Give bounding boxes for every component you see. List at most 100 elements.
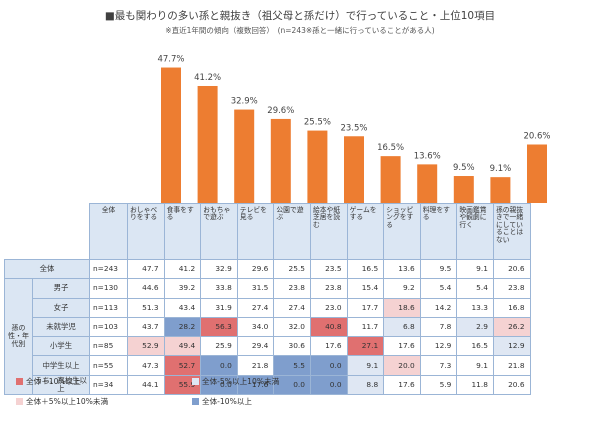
column-header: ゲームをする <box>346 203 385 260</box>
table-cell: 21.8 <box>236 355 275 376</box>
table-cell: 16.8 <box>492 297 531 318</box>
table-corner <box>4 203 90 260</box>
chart-title: ■最も関わりの多い孫と親抜き（祖父母と孫だけ）で行っていること・上位10項目 <box>104 10 496 22</box>
column-header: おもちゃで遊ぶ <box>200 203 238 260</box>
row-label: 小学生 <box>32 336 90 357</box>
table-cell: 5.5 <box>273 355 311 376</box>
table-cell: 12.9 <box>492 336 531 357</box>
legend-label: 全体-10%以上 <box>202 397 252 406</box>
legend-swatch <box>192 378 199 385</box>
chart-subtitle: ※直近1年間の傾向（複数回答） (n=243※孫と一緒に行っていることがある人) <box>165 26 435 35</box>
table-cell: 16.5 <box>456 336 494 357</box>
bar <box>234 109 255 203</box>
table-cell: 40.8 <box>309 316 348 338</box>
table-row: うち、高校生以上 n=34 44.1 55.9 0.0 17.6 0.0 0.0 8.8 17.6… <box>5 374 531 396</box>
bar <box>344 136 364 203</box>
legend-swatch <box>16 378 23 385</box>
sample-size: n=103 <box>89 316 128 338</box>
table-cell: 34.0 <box>236 316 275 338</box>
table-row: 中学生以上 n=55 47.3 52.7 0.0 21.8 5.5 0.0 9.1 20.0 7.3… <box>5 355 531 376</box>
table-cell: 31.5 <box>236 278 275 299</box>
table-cell: 23.8 <box>273 278 311 299</box>
bar-value-label: 20.6% <box>523 131 550 141</box>
column-header: 孫の親抜きで一緒にしていることはない <box>492 203 531 260</box>
bar-value-label: 41.2% <box>194 73 221 83</box>
bar <box>270 118 291 203</box>
table-cell: 14.2 <box>419 297 458 318</box>
bar-value-label: 9.1% <box>490 164 512 174</box>
table-cell: 5.4 <box>456 278 494 299</box>
legend-swatch <box>192 398 199 405</box>
table-cell: 17.6 <box>309 336 348 357</box>
table-cell: 13.3 <box>456 297 494 318</box>
table-cell: 15.4 <box>346 278 385 299</box>
bar-chart: 47.7% 41.2% 32.9% 29.6% 25.5% 23.5% 16.5% 13.6%… <box>157 55 551 203</box>
bar-value-label: 16.5% <box>377 143 404 153</box>
table-cell: 17.6 <box>236 374 275 396</box>
table-row: 全体 n=243 47.7 41.2 32.9 29.6 25.5 23.5 16.5 13.6 9… <box>4 258 531 280</box>
table-cell: 16.5 <box>346 258 385 280</box>
row-label: 全体 <box>4 258 90 280</box>
table-cell: 32.9 <box>200 258 238 280</box>
table-cell: 0.0 <box>309 374 348 396</box>
column-header: テレビを見る <box>236 203 275 260</box>
table-cell: 7.3 <box>419 355 458 376</box>
column-header: ショッピングをする <box>383 203 421 260</box>
bar <box>161 67 181 203</box>
table-cell: 9.5 <box>419 258 458 280</box>
table-cell: 11.8 <box>456 374 494 396</box>
table-cell: 52.9 <box>127 336 165 357</box>
table-cell: 11.7 <box>346 316 385 338</box>
table-row: 小学生 n=85 52.9 49.4 25.9 29.4 30.6 17.6 27.1 17.6 1… <box>5 336 531 357</box>
bar-value-label: 29.6% <box>267 106 294 116</box>
bar <box>417 164 438 203</box>
table-cell: 5.4 <box>419 278 458 299</box>
table-cell: 33.8 <box>200 278 238 299</box>
row-label: 未就学児 <box>32 316 90 338</box>
bar-value-label: 9.5% <box>453 163 475 173</box>
bar-value-label: 47.7% <box>157 55 184 65</box>
table-cell: 27.4 <box>236 297 275 318</box>
table-cell: 0.0 <box>200 355 238 376</box>
table-cell: 47.3 <box>127 355 165 376</box>
table-cell: 49.4 <box>163 336 202 357</box>
table-cell: 6.8 <box>383 316 421 338</box>
legend-item: 全体-5%以上10%未満 <box>192 376 279 387</box>
crosstab-table: 全体 おしゃべりをする 食事をする おもちゃで遊ぶ テレビを見る 公園で遊ぶ 絵本や紙芝居を… <box>4 203 531 396</box>
table-cell: 17.6 <box>383 374 421 396</box>
table-cell: 8.8 <box>346 374 385 396</box>
sample-size: n=34 <box>89 374 128 396</box>
table-cell: 32.0 <box>273 316 311 338</box>
column-header: おしゃべりをする <box>127 203 165 260</box>
table-cell: 52.7 <box>163 355 202 376</box>
table-cell: 2.9 <box>456 316 494 338</box>
table-cell: 20.6 <box>492 258 531 280</box>
table-cell: 29.4 <box>236 336 275 357</box>
legend-label: 全体＋10%以上 <box>26 377 81 386</box>
table-cell: 23.5 <box>309 258 348 280</box>
table-cell: 9.1 <box>456 355 494 376</box>
bar-value-label: 32.9% <box>231 97 258 107</box>
bar <box>527 144 547 203</box>
table-cell: 43.7 <box>127 316 165 338</box>
sample-size: n=55 <box>89 355 128 376</box>
column-header: 食事をする <box>163 203 202 260</box>
table-cell: 47.7 <box>127 258 165 280</box>
row-label: 男子 <box>32 278 90 299</box>
table-row: 未就学児 n=103 43.7 28.2 56.3 34.0 32.0 40.8 11.7 6.8… <box>5 316 531 338</box>
sample-size: n=243 <box>89 258 128 280</box>
table-cell: 29.6 <box>236 258 275 280</box>
table-row: 女子 n=113 51.3 43.4 31.9 27.4 27.4 23.0 17.7 18.6 1… <box>5 297 531 318</box>
sample-size: n=85 <box>89 336 128 357</box>
table-cell: 23.8 <box>309 278 348 299</box>
legend-item: 全体＋5%以上10%未満 <box>16 396 108 407</box>
row-label: 中学生以上 <box>32 355 90 376</box>
column-header: 料理をする <box>419 203 458 260</box>
header-total: 全体 <box>89 203 128 260</box>
table-cell: 17.6 <box>383 336 421 357</box>
table-header-row: 全体 おしゃべりをする 食事をする おもちゃで遊ぶ テレビを見る 公園で遊ぶ 絵本や紙芝居を… <box>4 203 531 260</box>
table-row: 孫の性・年代別 男子 n=130 44.6 39.2 33.8 31.5 23.8 23.8 15… <box>4 278 531 396</box>
table-cell: 51.3 <box>127 297 165 318</box>
table-cell: 5.9 <box>419 374 458 396</box>
table-cell: 41.2 <box>163 258 202 280</box>
